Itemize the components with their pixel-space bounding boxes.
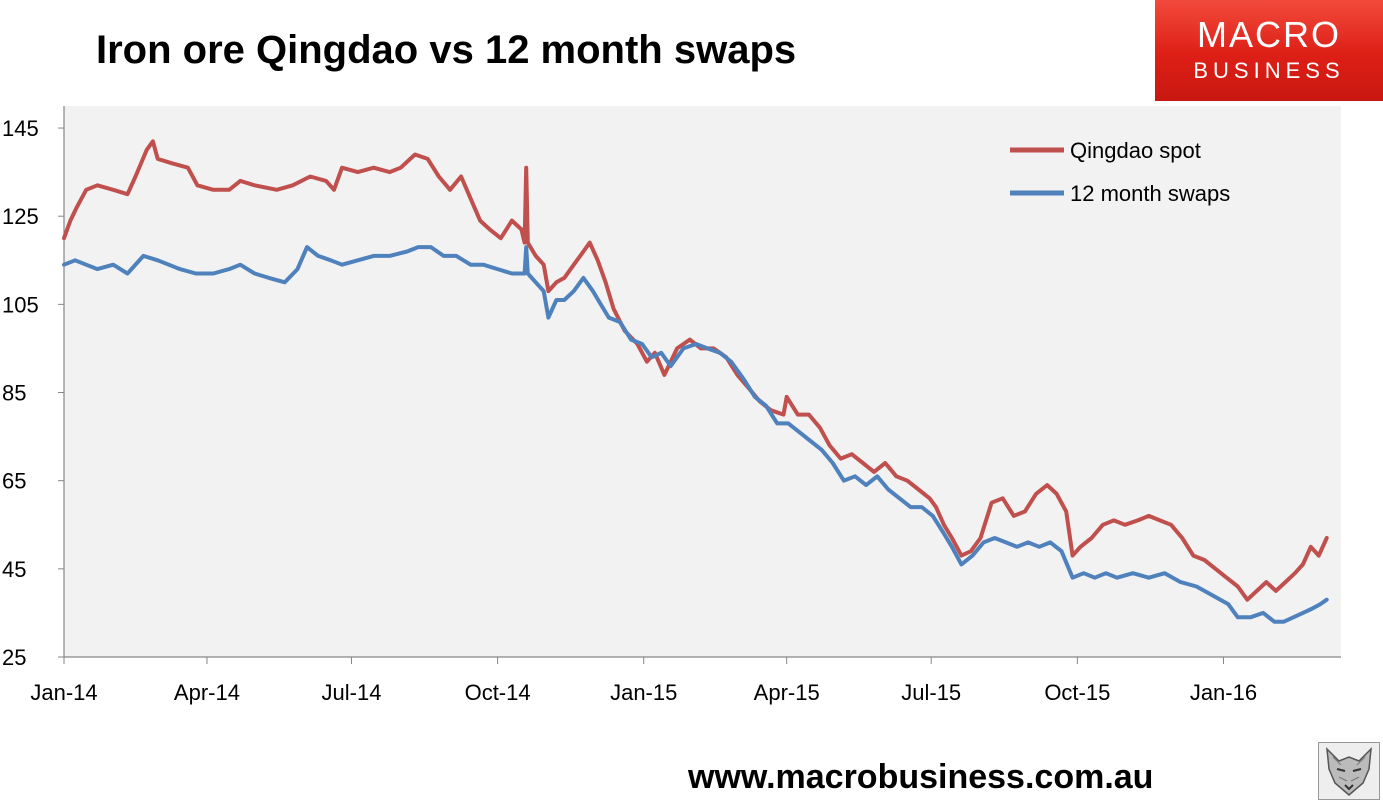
plot-area — [64, 106, 1341, 657]
series-lines — [62, 139, 1329, 624]
y-tick-label: 105 — [2, 292, 39, 317]
legend-label: 12 month swaps — [1070, 181, 1230, 206]
y-tick-label: 45 — [2, 557, 26, 582]
macrobusiness-logo[interactable]: MACRO BUSINESS — [1155, 0, 1383, 101]
x-tick-label: Jan-14 — [30, 680, 97, 705]
legend: Qingdao spot 12 month swaps — [1010, 138, 1230, 206]
y-tick-label: 65 — [2, 469, 26, 494]
x-tick-label: Oct-14 — [465, 680, 531, 705]
x-tick-label: Apr-15 — [754, 680, 820, 705]
wolf-icon — [1318, 742, 1380, 800]
axes: 25 45 65 85 105 125 145 Jan-14 Apr-14 Jul-14 Oct-1… — [2, 106, 1341, 705]
legend-label: Qingdao spot — [1070, 138, 1201, 163]
y-tick-label: 145 — [2, 116, 39, 141]
x-tick-label: Jul-15 — [901, 680, 961, 705]
x-tick-label: Jul-14 — [322, 680, 382, 705]
x-tick-label: Jan-16 — [1190, 680, 1257, 705]
x-tick-label: Apr-14 — [174, 680, 240, 705]
x-tick-label: Jan-15 — [610, 680, 677, 705]
y-tick-label: 85 — [2, 381, 26, 406]
logo-line-1: MACRO — [1197, 14, 1341, 55]
y-tick-label: 125 — [2, 204, 39, 229]
chart-title: Iron ore Qingdao vs 12 month swaps — [96, 28, 797, 72]
series-line-12-month-swaps — [62, 245, 1329, 624]
logo-line-2: BUSINESS — [1193, 58, 1345, 83]
site-url[interactable]: www.macrobusiness.com.au — [688, 758, 1154, 796]
x-tick-label: Oct-15 — [1044, 680, 1110, 705]
y-tick-label: 25 — [2, 645, 26, 670]
line-chart: 25 45 65 85 105 125 145 Jan-14 Apr-14 Jul-14 Oct-1… — [2, 106, 1341, 705]
